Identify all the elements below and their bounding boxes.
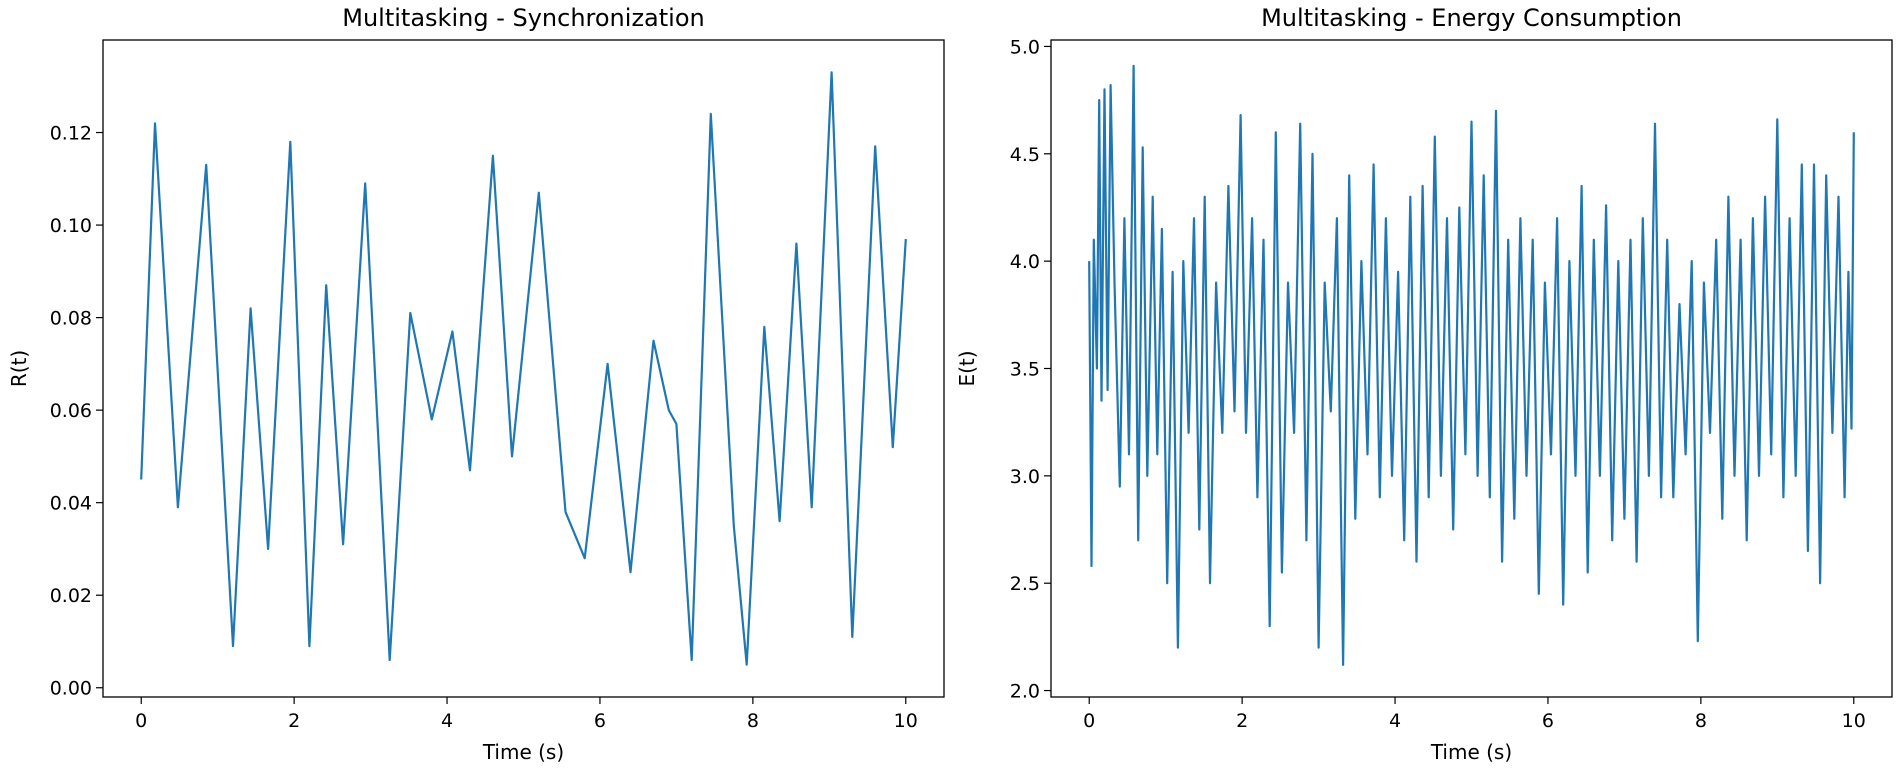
y-tick-label: 2.0	[1010, 681, 1040, 703]
plot-frame	[102, 39, 945, 698]
y-tick-label: 3.0	[1010, 466, 1040, 488]
x-tick-label: 4	[1389, 710, 1401, 732]
x-tick-label: 10	[1842, 710, 1866, 732]
y-tick-label: 2.5	[1010, 573, 1040, 595]
x-tick-label: 0	[135, 710, 147, 732]
chart-energy-consumption: 0 2 4 6 8 10 2.0 2.5 3.0 3.5 4.0 4.5 5.0 Multitasking…	[955, 4, 1893, 764]
x-tick-label: 6	[1542, 710, 1554, 732]
chart-title: Multitasking - Energy Consumption	[1261, 4, 1682, 32]
y-tick-label: 0.08	[50, 308, 92, 330]
x-tick-label: 0	[1083, 710, 1095, 732]
y-axis-label: E(t)	[955, 350, 979, 386]
x-tick-label: 2	[288, 710, 300, 732]
y-tick-label: 0.10	[50, 215, 92, 237]
y-tick-label: 0.12	[50, 123, 92, 145]
y-tick-label: 0.00	[50, 678, 92, 700]
x-axis-label: Time (s)	[482, 740, 564, 764]
x-tick-label: 10	[894, 710, 918, 732]
x-tick-label: 8	[1695, 710, 1707, 732]
y-tick-label: 0.04	[50, 493, 92, 515]
y-tick-label: 3.5	[1010, 359, 1040, 381]
x-tick-label: 2	[1236, 710, 1248, 732]
y-tick-label: 5.0	[1010, 36, 1040, 58]
y-tick-label: 0.02	[50, 585, 92, 607]
x-axis-label: Time (s)	[1430, 740, 1512, 764]
x-tick-label: 6	[594, 710, 606, 732]
y-tick-label: 0.06	[50, 400, 92, 422]
x-tick-label: 8	[747, 710, 759, 732]
series-line	[1088, 64, 1855, 666]
y-tick-label: 4.5	[1010, 144, 1040, 166]
y-axis-label: R(t)	[7, 350, 31, 387]
x-tick-label: 4	[441, 710, 453, 732]
y-tick-label: 4.0	[1010, 251, 1040, 273]
chart-synchronization: 0 2 4 6 8 10 0.00 0.02 0.04 0.06 0.08 0.10 0.12 Multi…	[7, 4, 945, 764]
chart-title: Multitasking - Synchronization	[342, 4, 704, 32]
series-line	[140, 71, 907, 666]
